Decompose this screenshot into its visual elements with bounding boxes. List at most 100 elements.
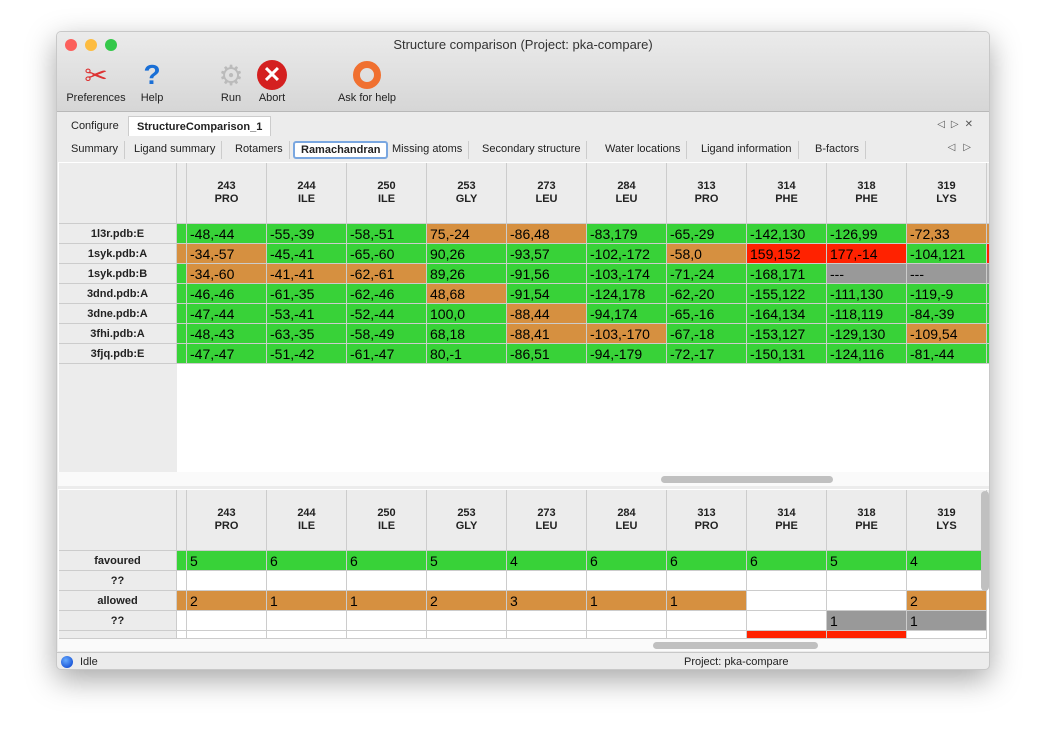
tab-nav-controls[interactable]: ◁▷✕ <box>937 119 979 130</box>
table-cell[interactable] <box>747 571 827 591</box>
column-header[interactable]: 318 PHE <box>827 163 907 224</box>
row-header[interactable]: ?? <box>59 611 177 631</box>
table-cell[interactable] <box>347 611 427 631</box>
table-cell[interactable]: -124,116 <box>827 344 907 364</box>
column-header[interactable]: 313 PRO <box>667 163 747 224</box>
table-cell[interactable]: -164,134 <box>747 304 827 324</box>
table-cell[interactable] <box>347 631 427 639</box>
table-cell[interactable]: -51,-42 <box>267 344 347 364</box>
row-header[interactable]: ?? <box>59 571 177 591</box>
zoom-window-button[interactable] <box>105 39 117 51</box>
table-cell[interactable]: -55,-39 <box>267 224 347 244</box>
subtab-water-locations[interactable]: Water locations <box>599 141 688 159</box>
column-header[interactable]: 314 PHE <box>747 163 827 224</box>
table-cell[interactable]: -47,-47 <box>187 344 267 364</box>
table-cell[interactable]: -153,127 <box>747 324 827 344</box>
column-header[interactable]: 253 GLY <box>427 490 507 551</box>
table-cell[interactable]: -81,-44 <box>907 344 987 364</box>
table-cell[interactable]: -86,48 <box>507 224 587 244</box>
table-cell[interactable] <box>587 571 667 591</box>
column-header[interactable]: 243 PRO <box>187 490 267 551</box>
table-cell[interactable]: 89,26 <box>427 264 507 284</box>
tab-configure[interactable]: Configure <box>71 120 119 132</box>
table-cell[interactable]: 1 <box>587 591 667 611</box>
table-cell[interactable]: -65,-29 <box>667 224 747 244</box>
subtab-summary[interactable]: Summary <box>65 141 126 159</box>
table-cell[interactable]: --- <box>827 264 907 284</box>
table-cell[interactable]: -48,-44 <box>187 224 267 244</box>
table-cell[interactable]: 6 <box>747 551 827 571</box>
table-cell[interactable] <box>907 571 987 591</box>
column-header[interactable]: 273 LEU <box>507 490 587 551</box>
table-cell[interactable]: 80,-1 <box>427 344 507 364</box>
subtab-ligand-information[interactable]: Ligand information <box>695 141 799 159</box>
table-cell[interactable]: -62,-46 <box>347 284 427 304</box>
minimize-window-button[interactable] <box>85 39 97 51</box>
table-cell[interactable] <box>747 591 827 611</box>
column-header[interactable]: 244 ILE <box>267 490 347 551</box>
close-window-button[interactable] <box>65 39 77 51</box>
table-cell[interactable] <box>827 631 907 639</box>
table-cell[interactable]: -47,-44 <box>187 304 267 324</box>
table-cell[interactable]: -142,130 <box>747 224 827 244</box>
table-cell[interactable] <box>187 571 267 591</box>
table-cell[interactable]: -34,-60 <box>187 264 267 284</box>
scrollbar-thumb[interactable] <box>661 476 833 483</box>
table-cell[interactable]: 3 <box>507 591 587 611</box>
subtab-b-factors[interactable]: B-factors <box>809 141 867 159</box>
table-cell[interactable]: -150,131 <box>747 344 827 364</box>
ask-for-help-button[interactable]: Ask for help <box>331 58 403 104</box>
table-cell[interactable]: 2 <box>187 591 267 611</box>
table-cell[interactable]: -94,-179 <box>587 344 667 364</box>
table-cell[interactable]: -41,-41 <box>267 264 347 284</box>
table-cell[interactable]: 90,26 <box>427 244 507 264</box>
column-header[interactable]: 319 LYS <box>907 490 987 551</box>
scrollbar-thumb[interactable] <box>653 642 818 649</box>
column-header[interactable]: 313 PRO <box>667 490 747 551</box>
column-header[interactable]: 250 ILE <box>347 163 427 224</box>
table-cell[interactable]: -102,-172 <box>587 244 667 264</box>
table-cell[interactable]: 4 <box>507 551 587 571</box>
row-header[interactable] <box>59 631 177 639</box>
table-cell[interactable]: -46,-46 <box>187 284 267 304</box>
table-cell[interactable]: -94,174 <box>587 304 667 324</box>
table-cell[interactable] <box>427 571 507 591</box>
table-cell[interactable]: 159,152 <box>747 244 827 264</box>
column-header[interactable]: 319 LYS <box>907 163 987 224</box>
top-horizontal-scrollbar[interactable] <box>58 472 989 486</box>
table-cell[interactable] <box>267 631 347 639</box>
table-cell[interactable]: -104,121 <box>907 244 987 264</box>
table-cell[interactable] <box>587 631 667 639</box>
subtab-nav-arrows[interactable]: ◁▷ <box>947 142 979 153</box>
table-cell[interactable]: -109,54 <box>907 324 987 344</box>
row-header[interactable]: 3fjq.pdb:E <box>59 344 177 364</box>
table-cell[interactable]: -45,-41 <box>267 244 347 264</box>
table-cell[interactable]: 1 <box>827 611 907 631</box>
table-cell[interactable]: -155,122 <box>747 284 827 304</box>
table-cell[interactable]: 1 <box>667 591 747 611</box>
table-cell[interactable]: -129,130 <box>827 324 907 344</box>
table-cell[interactable]: 5 <box>427 551 507 571</box>
table-cell[interactable]: 1 <box>267 591 347 611</box>
row-header[interactable]: 3fhi.pdb:A <box>59 324 177 344</box>
column-header[interactable]: 284 LEU <box>587 163 667 224</box>
table-cell[interactable]: -52,-44 <box>347 304 427 324</box>
table-cell[interactable] <box>667 631 747 639</box>
bottom-horizontal-scrollbar[interactable] <box>58 639 989 651</box>
column-header[interactable]: 284 LEU <box>587 490 667 551</box>
run-button[interactable]: ⚙ Run <box>213 58 249 105</box>
table-cell[interactable]: -58,-49 <box>347 324 427 344</box>
subtab-secondary-structure[interactable]: Secondary structure <box>476 141 588 159</box>
table-cell[interactable]: 68,18 <box>427 324 507 344</box>
table-cell[interactable]: -91,56 <box>507 264 587 284</box>
table-cell[interactable]: -86,51 <box>507 344 587 364</box>
abort-button[interactable]: ✕ Abort <box>253 58 291 104</box>
column-header[interactable]: 250 ILE <box>347 490 427 551</box>
table-cell[interactable] <box>187 631 267 639</box>
row-header[interactable]: 1syk.pdb:B <box>59 264 177 284</box>
table-cell[interactable]: 2 <box>907 591 987 611</box>
table-cell[interactable] <box>507 611 587 631</box>
table-cell[interactable]: -88,44 <box>507 304 587 324</box>
table-cell[interactable]: -63,-35 <box>267 324 347 344</box>
table-cell[interactable]: 177,-14 <box>827 244 907 264</box>
